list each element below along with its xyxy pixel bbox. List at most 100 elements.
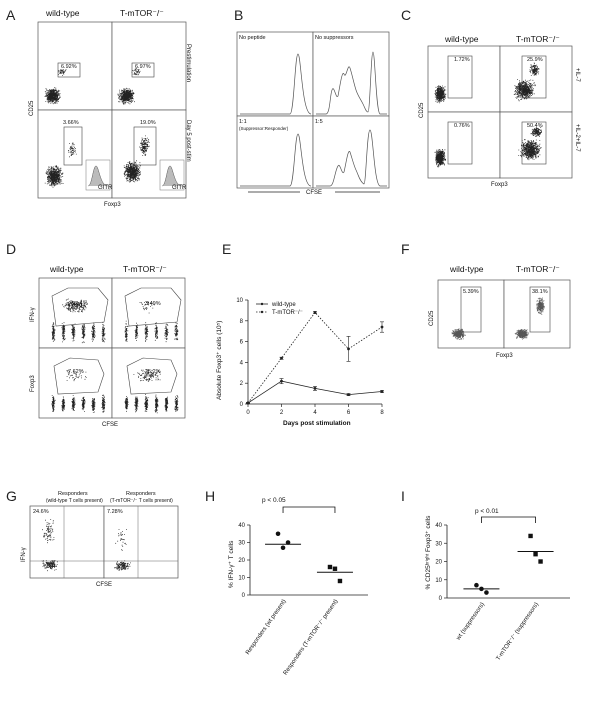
panel-i-ytick-label: 30: [435, 541, 442, 547]
panel-i-category-label: wt (suppressors): [455, 602, 486, 643]
panel-d-col-ifn-1-2: [144, 322, 149, 342]
panel-d-col-foxp3-1-4: [164, 396, 169, 412]
panel-d-upper-1: [139, 301, 155, 314]
panel-a-ylabel: CD25: [29, 100, 35, 116]
panel-e-ytick-label: 2: [240, 381, 244, 387]
panel-h-letter: H: [205, 488, 215, 504]
panel-e-point: [280, 379, 283, 383]
panel-d-col-foxp3-0-4: [91, 398, 96, 413]
panel-e-ytick-label: 6: [240, 340, 244, 346]
panel-h-ytick-label: 10: [238, 576, 245, 582]
panel-d-plot-ko-ifn: [111, 277, 186, 349]
panel-b: B No peptide No suppressors 1:1 (Suppres…: [234, 7, 390, 196]
panel-e-point: [347, 393, 350, 397]
panel-b-plot-3: [236, 115, 314, 189]
panel-e-point: [313, 387, 317, 390]
panel-d-plot-wt-ifn: [38, 277, 113, 349]
panel-d-pct-1: 52.4%: [72, 301, 88, 307]
panel-b-title-2: No suppressors: [315, 35, 354, 41]
panel-d-col-wt: wild-type: [49, 264, 84, 274]
panel-g-plot-ko: [103, 505, 179, 579]
panel-a-cloud-2: [117, 87, 135, 105]
panel-d-col-ifn-0-0: [51, 322, 56, 342]
panel-g-ylabel: IFN-γ: [21, 547, 27, 562]
panel-g-cloud-1b: [42, 519, 55, 544]
panel-i-letter: I: [401, 488, 405, 504]
panel-d-col-foxp3-0-5: [101, 394, 106, 413]
panel-e-xtick-label: 2: [280, 410, 284, 416]
panel-d-plot-wt-foxp3: [38, 347, 113, 419]
panel-c: C wild-type T-mTOR⁻/⁻ 1.72% 25.9% 0.76% …: [401, 7, 580, 188]
panel-e-ytick-label: 4: [240, 360, 244, 366]
panel-b-plot-2: [312, 31, 390, 117]
panel-c-cloud-1: [434, 85, 447, 104]
panel-e-legend-label: T-mTOR⁻/⁻: [272, 310, 303, 316]
panel-f-letter: F: [401, 241, 410, 257]
panel-g-letter: G: [6, 488, 17, 504]
panel-e-point: [313, 311, 317, 314]
panel-c-gate-2: [521, 55, 547, 99]
panel-g-cloud-2: [114, 560, 131, 571]
panel-i-ytick-label: 20: [435, 560, 442, 566]
panel-e-chart: 0 2 4 6 8 10 0 2 4 6 8 wild-type T-mTOR⁻/⁻: [236, 298, 384, 416]
panel-b-xlabel: CFSE: [306, 190, 322, 196]
panel-i-point: [484, 590, 489, 595]
panel-h-pval: p < 0.05: [262, 497, 286, 504]
panel-e-legend-label: wild-type: [271, 302, 296, 308]
panel-g-pct-2: 7.28%: [107, 509, 123, 515]
panel-h-ylabel: % IFN-γ⁺ T cells: [228, 540, 235, 588]
panel-d-col-ifn-1-5: [174, 322, 179, 341]
panel-i-pval: p < 0.01: [475, 508, 499, 515]
panel-a-gate-3: [63, 126, 83, 166]
panel-c-pct-2: 25.9%: [527, 57, 543, 63]
panel-c-pct-1: 1.72%: [454, 57, 470, 63]
panel-i-point: [474, 582, 479, 588]
panel-b-histogram-1: [240, 53, 312, 115]
panel-c-letter: C: [401, 7, 411, 23]
panel-d-upper-0: [62, 298, 88, 313]
panel-a-pct-1: 6.92%: [61, 64, 77, 70]
panel-d-col-foxp3-0-2: [71, 395, 76, 411]
panel-h-category-label: Responders (T-mTOR⁻/⁻ present): [283, 599, 340, 677]
panel-a-gate-4: [133, 126, 157, 166]
panel-e-xtick-label: 6: [347, 410, 351, 416]
panel-d-col-ifn-0-1: [61, 322, 66, 343]
panel-d-col-foxp3-1-0: [124, 396, 129, 412]
panel-e-point: [280, 356, 283, 360]
panel-i-chart: 0 10 20 30 40% CD25ᵇʳⁱᵍʰᵗ Foxp3⁺ cells wt (su…: [424, 515, 570, 662]
panel-d: D wild-type T-mTOR⁻/⁻ 52.4% 3.49% 7.62% …: [6, 241, 186, 428]
panel-g-title-wt: Responders: [58, 491, 88, 497]
panel-b-title-1: No peptide: [239, 35, 266, 41]
panel-a-inset-label-wt: GITR: [98, 185, 113, 191]
panel-d-col-foxp3-0-1: [61, 396, 66, 412]
panel-a-inset-label-ko: GITR: [172, 185, 187, 191]
panel-g: G Responders (wild-type T cells present)…: [6, 488, 179, 588]
panel-i: I 0 10 20 30 40% CD25ᵇʳⁱᵍʰᵗ Foxp3⁺ cells wt (…: [401, 488, 570, 662]
panel-h-point: [337, 578, 343, 584]
panel-a-xlabel: Foxp3: [104, 202, 121, 208]
panel-e-legend-marker: [260, 310, 264, 314]
panel-d-col-ifn-0-3: [81, 324, 86, 344]
panel-f-cloud-2: [514, 329, 530, 340]
panel-e-point: [246, 401, 250, 405]
panel-g-cloud-1: [41, 560, 58, 572]
panel-a-col-ko: T-mTOR⁻/⁻: [120, 8, 164, 18]
panel-c-cloud-4b: [530, 126, 542, 137]
panel-g-pct-1: 24.6%: [33, 509, 49, 515]
panel-c-pct-4: 50.4%: [527, 123, 543, 129]
panel-b-subtitle: (Suppressor:Responder): [239, 126, 289, 131]
panel-g-cloud-2b: [115, 529, 127, 551]
panel-e-ytick-label: 0: [240, 402, 244, 408]
panel-a-cloud-4: [123, 160, 141, 183]
panel-b-letter: B: [234, 7, 243, 23]
panel-d-col-foxp3-0-0: [51, 395, 56, 412]
panel-i-point: [528, 533, 533, 539]
panel-d-col-ifn-1-4: [164, 323, 169, 343]
panel-f-plot-ko: [503, 279, 571, 349]
panel-a-gate-2: [131, 62, 155, 78]
panel-f-cloud-2b: [536, 297, 545, 315]
panel-e-series-line-0: [247, 380, 383, 404]
panel-a-dots: [44, 68, 150, 188]
panel-c-xlabel: Foxp3: [491, 182, 508, 188]
